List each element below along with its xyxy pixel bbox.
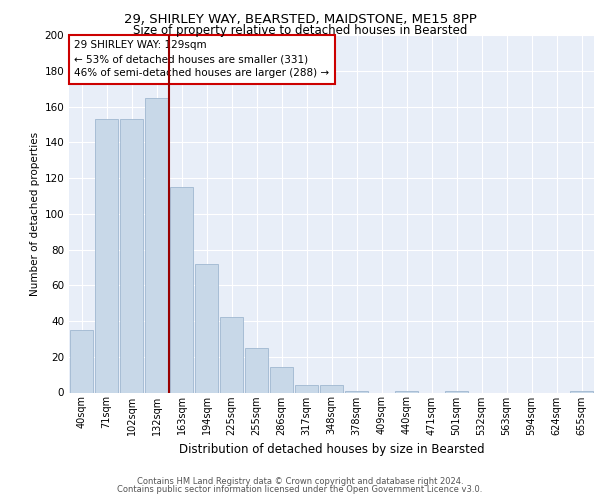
Bar (345, 390, 368, 392)
Text: Contains public sector information licensed under the Open Government Licence v3: Contains public sector information licen… (118, 484, 482, 494)
Bar (120, 119, 143, 392)
Bar (445, 390, 468, 392)
Bar (570, 390, 593, 392)
Text: 29, SHIRLEY WAY, BEARSTED, MAIDSTONE, ME15 8PP: 29, SHIRLEY WAY, BEARSTED, MAIDSTONE, ME… (124, 12, 476, 26)
Bar (95, 119, 118, 392)
Bar (145, 98, 168, 393)
Text: Contains HM Land Registry data © Crown copyright and database right 2024.: Contains HM Land Registry data © Crown c… (137, 477, 463, 486)
X-axis label: Distribution of detached houses by size in Bearsted: Distribution of detached houses by size … (179, 443, 484, 456)
Bar (320, 386, 343, 392)
Bar (270, 368, 293, 392)
Y-axis label: Number of detached properties: Number of detached properties (30, 132, 40, 296)
Bar (295, 386, 318, 392)
Bar (195, 264, 218, 392)
Bar (395, 390, 418, 392)
Bar (245, 348, 268, 393)
Bar (170, 187, 193, 392)
Bar (70, 330, 93, 392)
Text: 29 SHIRLEY WAY: 129sqm
← 53% of detached houses are smaller (331)
46% of semi-de: 29 SHIRLEY WAY: 129sqm ← 53% of detached… (74, 40, 329, 78)
Bar (220, 318, 243, 392)
Text: Size of property relative to detached houses in Bearsted: Size of property relative to detached ho… (133, 24, 467, 37)
